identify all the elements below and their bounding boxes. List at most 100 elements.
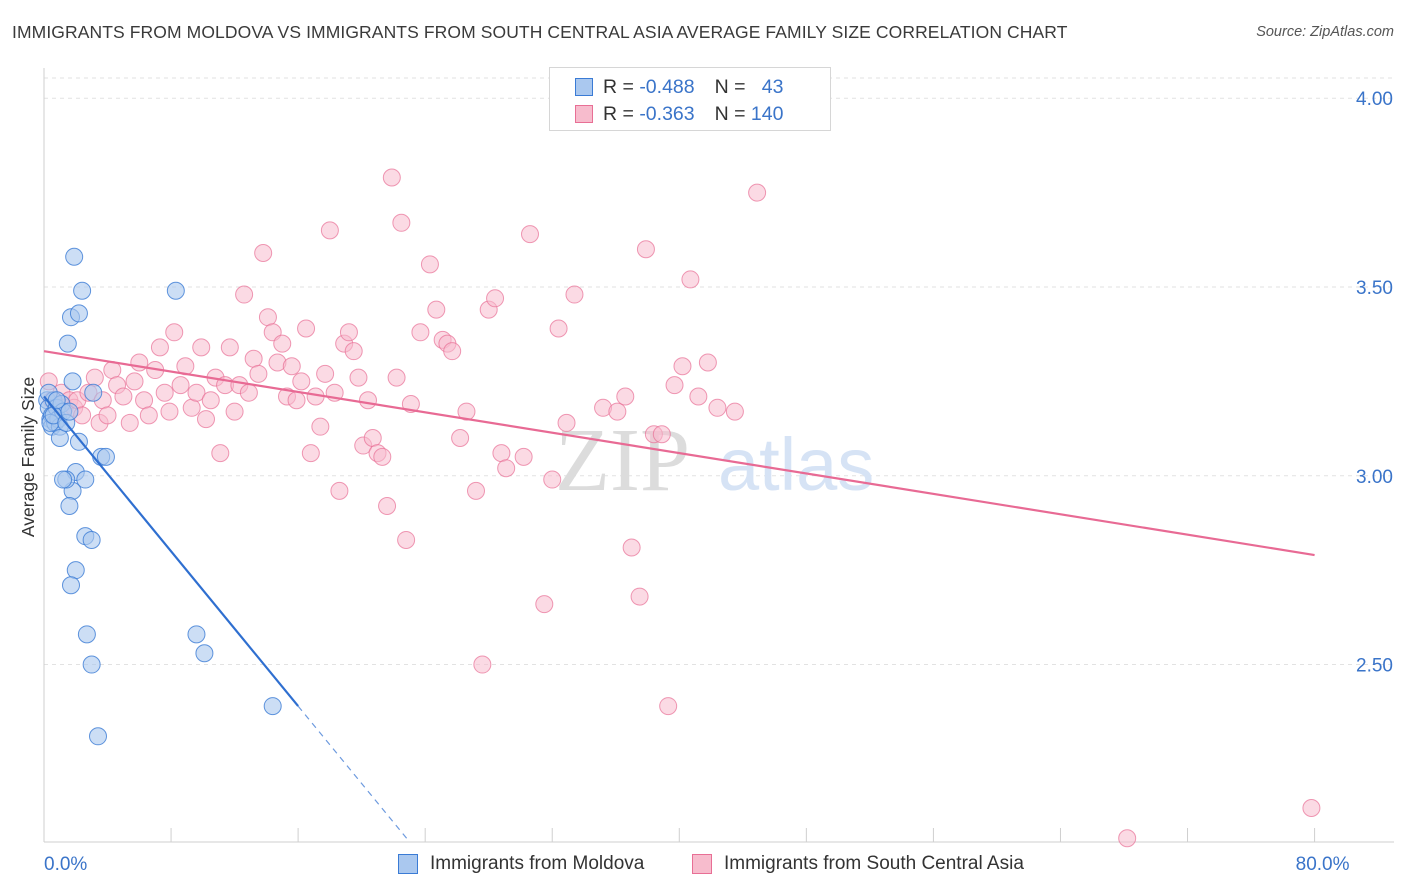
watermark: ZIP atlas: [555, 411, 874, 510]
data-point-moldova: [84, 383, 103, 402]
legend-r-value-moldova: -0.488: [639, 75, 695, 98]
data-point-moldova: [96, 447, 115, 466]
data-point-moldova: [187, 625, 206, 644]
data-point-south-central-asia: [473, 655, 492, 674]
data-point-south-central-asia: [652, 425, 671, 444]
data-point-south-central-asia: [187, 383, 206, 402]
data-point-south-central-asia: [659, 697, 678, 716]
data-point-south-central-asia: [249, 364, 268, 383]
data-point-moldova: [82, 530, 101, 549]
data-point-south-central-asia: [616, 387, 635, 406]
x-tick-label: 0.0%: [44, 854, 87, 875]
legend-n-label: N =: [714, 102, 746, 125]
legend-r-value-south-central-asia: -0.363: [639, 102, 695, 125]
legend-n-label: N =: [714, 75, 746, 98]
data-point-south-central-asia: [467, 481, 485, 500]
data-point-moldova: [60, 402, 79, 421]
data-point-south-central-asia: [339, 323, 358, 342]
legend-n-value-moldova: 43: [761, 75, 784, 98]
data-point-south-central-asia: [254, 244, 273, 263]
data-point-south-central-asia: [192, 338, 211, 357]
y-tick-labels: 2.50 3.00 3.50 4.00: [1356, 89, 1393, 676]
data-point-south-central-asia: [211, 444, 230, 463]
data-point-south-central-asia: [748, 183, 767, 202]
data-point-south-central-asia: [98, 406, 117, 425]
series-moldova-points: [38, 247, 282, 746]
data-point-moldova: [73, 281, 92, 300]
data-point-south-central-asia: [287, 391, 306, 410]
data-point-south-central-asia: [411, 323, 430, 342]
data-point-south-central-asia: [349, 368, 368, 387]
trend-lines: [43, 350, 1315, 842]
data-point-south-central-asia: [673, 357, 692, 376]
data-point-south-central-asia: [297, 319, 316, 338]
y-tick-label: 2.50: [1356, 656, 1393, 677]
data-point-south-central-asia: [514, 447, 533, 466]
legend-n-value-south-central-asia: 140: [750, 102, 784, 125]
data-point-south-central-asia: [1118, 829, 1137, 848]
data-point-south-central-asia: [725, 402, 744, 421]
data-point-south-central-asia: [85, 368, 104, 387]
data-point-south-central-asia: [292, 372, 311, 391]
trend-line-south-central-asia: [43, 350, 1315, 557]
bottom-legend-label-south-central-asia: Immigrants from South Central Asia: [724, 853, 1024, 874]
data-point-south-central-asia: [427, 300, 446, 319]
data-point-moldova: [69, 304, 88, 323]
data-point-south-central-asia: [535, 595, 554, 614]
data-point-south-central-asia: [443, 342, 462, 361]
data-point-south-central-asia: [182, 398, 201, 417]
data-point-south-central-asia: [549, 319, 568, 338]
data-point-south-central-asia: [320, 221, 339, 240]
watermark-zip: ZIP: [555, 411, 690, 510]
legend-row-south-central-asia: R = -0.363 N = 140: [575, 102, 783, 126]
data-point-south-central-asia: [155, 383, 174, 402]
data-point-south-central-asia: [160, 402, 179, 421]
data-point-south-central-asia: [392, 213, 411, 232]
data-point-south-central-asia: [235, 285, 254, 304]
data-point-moldova: [58, 334, 77, 353]
data-point-moldova: [76, 470, 95, 489]
data-point-south-central-asia: [1302, 799, 1321, 818]
series-south-central-asia-points: [39, 168, 1321, 848]
bottom-legend-south-central-asia: Immigrants from South Central Asia: [692, 851, 1024, 877]
bottom-legend-moldova: Immigrants from Moldova: [398, 851, 644, 877]
data-point-south-central-asia: [139, 406, 158, 425]
data-point-south-central-asia: [451, 429, 470, 448]
data-point-south-central-asia: [397, 530, 416, 549]
data-point-south-central-asia: [681, 270, 700, 289]
data-point-south-central-asia: [344, 342, 363, 361]
y-tick-label: 3.00: [1356, 467, 1393, 488]
data-point-south-central-asia: [258, 308, 277, 327]
data-point-south-central-asia: [378, 496, 397, 515]
data-point-south-central-asia: [359, 391, 377, 410]
data-point-south-central-asia: [273, 334, 292, 353]
data-point-south-central-asia: [608, 402, 627, 421]
data-point-south-central-asia: [244, 349, 263, 368]
data-point-south-central-asia: [282, 357, 301, 376]
data-point-south-central-asia: [492, 444, 511, 463]
data-point-south-central-asia: [622, 538, 641, 557]
data-point-south-central-asia: [125, 372, 144, 391]
trend-line-moldova: [43, 395, 299, 707]
data-point-south-central-asia: [171, 376, 190, 395]
correlation-legend: R = -0.488 N = 43 R = -0.363 N = 140: [549, 67, 831, 131]
data-point-south-central-asia: [120, 413, 139, 432]
data-point-moldova: [77, 625, 96, 644]
data-point-moldova: [65, 247, 84, 266]
data-point-south-central-asia: [165, 323, 184, 342]
data-point-moldova: [62, 576, 80, 595]
data-point-south-central-asia: [201, 391, 220, 410]
data-point-south-central-asia: [363, 429, 382, 448]
data-point-south-central-asia: [630, 587, 649, 606]
data-point-south-central-asia: [135, 391, 154, 410]
data-point-south-central-asia: [114, 387, 133, 406]
data-point-moldova: [82, 655, 101, 674]
data-point-moldova: [89, 727, 107, 746]
bottom-legend-swatch-moldova: [398, 854, 418, 874]
data-point-south-central-asia: [382, 168, 401, 187]
data-point-south-central-asia: [557, 413, 576, 432]
bottom-legend-label-moldova: Immigrants from Moldova: [430, 853, 645, 874]
data-point-south-central-asia: [225, 402, 244, 421]
data-point-south-central-asia: [420, 255, 439, 274]
